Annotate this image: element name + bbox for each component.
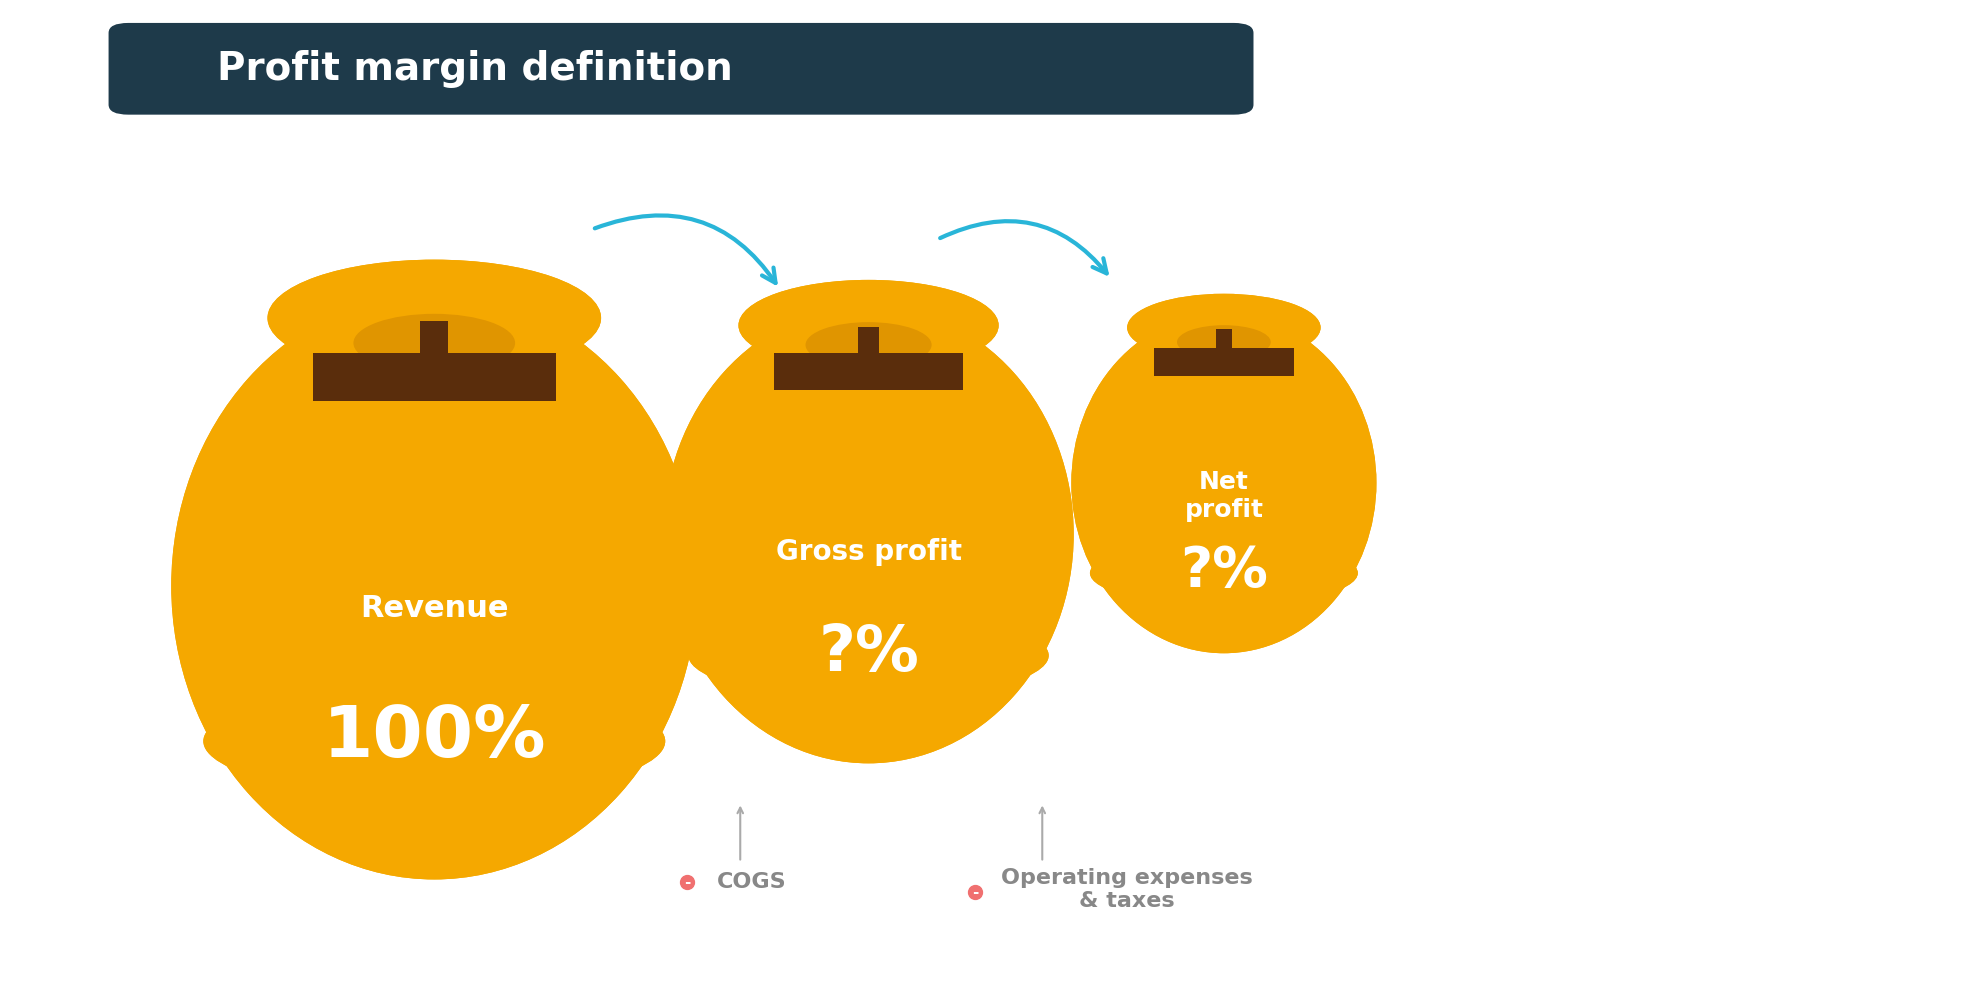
Bar (773, 353, 963, 390)
Text: ?%: ?% (817, 621, 919, 684)
Ellipse shape (738, 280, 998, 371)
FancyBboxPatch shape (109, 23, 1253, 115)
Ellipse shape (203, 684, 665, 798)
Ellipse shape (268, 259, 600, 376)
Bar (420, 321, 448, 401)
Polygon shape (872, 360, 921, 388)
Bar (329, 327, 539, 400)
Bar (420, 321, 448, 401)
Ellipse shape (353, 314, 515, 372)
FancyArrowPatch shape (594, 215, 775, 283)
Ellipse shape (689, 611, 1048, 700)
Text: -: - (971, 884, 979, 900)
Ellipse shape (698, 383, 998, 634)
Ellipse shape (805, 322, 931, 368)
Text: 100%: 100% (322, 703, 547, 772)
Polygon shape (872, 360, 921, 388)
Ellipse shape (689, 611, 1048, 700)
Polygon shape (365, 363, 428, 398)
Ellipse shape (1071, 313, 1375, 653)
Text: Gross profit: Gross profit (775, 538, 961, 566)
Bar (1162, 333, 1284, 375)
Ellipse shape (795, 351, 941, 380)
Text: -: - (683, 874, 691, 890)
Ellipse shape (795, 351, 941, 380)
Ellipse shape (1127, 294, 1320, 362)
Ellipse shape (1089, 540, 1357, 606)
Bar (1162, 333, 1284, 375)
Text: Net
profit: Net profit (1184, 471, 1263, 522)
Ellipse shape (172, 292, 696, 879)
Ellipse shape (1170, 346, 1277, 368)
Text: COGS: COGS (716, 872, 785, 892)
Ellipse shape (805, 322, 931, 368)
Bar (858, 327, 878, 390)
FancyArrowPatch shape (939, 221, 1107, 273)
Bar (1215, 329, 1231, 376)
Polygon shape (1227, 353, 1263, 374)
Ellipse shape (663, 305, 1073, 764)
Polygon shape (815, 360, 864, 388)
Bar (314, 353, 554, 401)
Ellipse shape (1127, 294, 1320, 362)
Bar (314, 353, 554, 401)
Polygon shape (1227, 353, 1263, 374)
Bar (858, 327, 878, 390)
Ellipse shape (1089, 540, 1357, 606)
Text: Revenue: Revenue (359, 594, 509, 623)
Ellipse shape (663, 305, 1073, 764)
Polygon shape (1184, 353, 1219, 374)
Bar (787, 332, 949, 390)
Bar (773, 353, 963, 390)
Ellipse shape (341, 350, 527, 388)
Ellipse shape (341, 350, 527, 388)
Polygon shape (440, 363, 503, 398)
Ellipse shape (1170, 346, 1277, 368)
Polygon shape (365, 363, 428, 398)
Ellipse shape (353, 314, 515, 372)
Ellipse shape (203, 684, 665, 798)
Ellipse shape (738, 280, 998, 371)
Ellipse shape (1095, 365, 1320, 552)
Polygon shape (1184, 353, 1219, 374)
Bar (787, 332, 949, 390)
Text: ?%: ?% (1180, 543, 1267, 598)
Polygon shape (815, 360, 864, 388)
Text: Operating expenses
& taxes: Operating expenses & taxes (1000, 867, 1253, 911)
Ellipse shape (1176, 325, 1271, 359)
Ellipse shape (172, 292, 696, 879)
Bar (329, 327, 539, 400)
Bar (1152, 348, 1294, 376)
Ellipse shape (1176, 325, 1271, 359)
Text: Profit margin definition: Profit margin definition (217, 50, 732, 88)
Polygon shape (440, 363, 503, 398)
Bar (1152, 348, 1294, 376)
Ellipse shape (1071, 313, 1375, 653)
Ellipse shape (268, 259, 600, 376)
Bar (1215, 329, 1231, 376)
